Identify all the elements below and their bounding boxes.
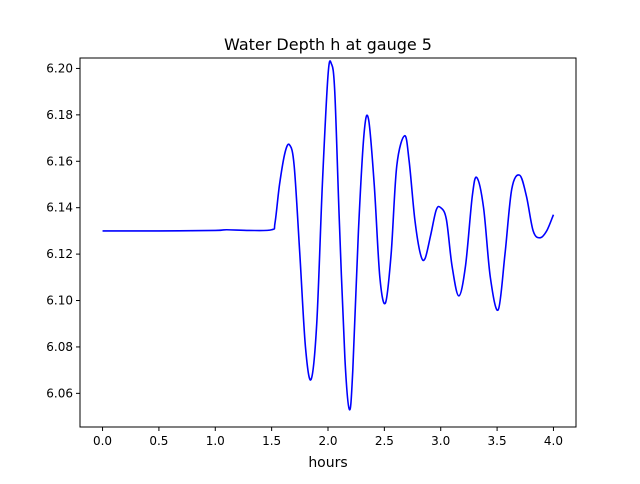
x-tick-label: 1.0 [206,434,225,448]
x-tick-label: 3.0 [431,434,450,448]
y-tick-label: 6.14 [46,201,73,215]
series-layer [102,60,555,411]
y-tick-label: 6.08 [46,340,73,354]
x-axis-ticks: 0.0 0.5 1.0 1.5 2.0 2.5 3.0 3.5 4.0 [93,427,563,448]
y-tick-label: 6.10 [46,294,73,308]
x-tick-label: 2.0 [318,434,337,448]
y-tick-label: 6.12 [46,247,73,261]
y-tick-label: 6.16 [46,154,73,168]
series-line-0 [102,60,555,411]
y-tick-label: 6.18 [46,108,73,122]
x-axis-label: hours [308,455,347,471]
chart-title: Water Depth h at gauge 5 [224,35,432,54]
y-tick-label: 6.06 [46,386,73,400]
plot-area [80,58,576,427]
x-tick-label: 4.0 [544,434,563,448]
x-tick-label: 1.5 [262,434,281,448]
x-tick-label: 2.5 [375,434,394,448]
x-tick-label: 0.0 [93,434,112,448]
x-tick-label: 3.5 [488,434,507,448]
plot-frame [79,57,577,428]
y-axis-ticks: 6.06 6.08 6.10 6.12 6.14 6.16 6.18 6.20 [46,61,80,400]
y-tick-label: 6.20 [46,61,73,75]
x-tick-label: 0.5 [149,434,168,448]
